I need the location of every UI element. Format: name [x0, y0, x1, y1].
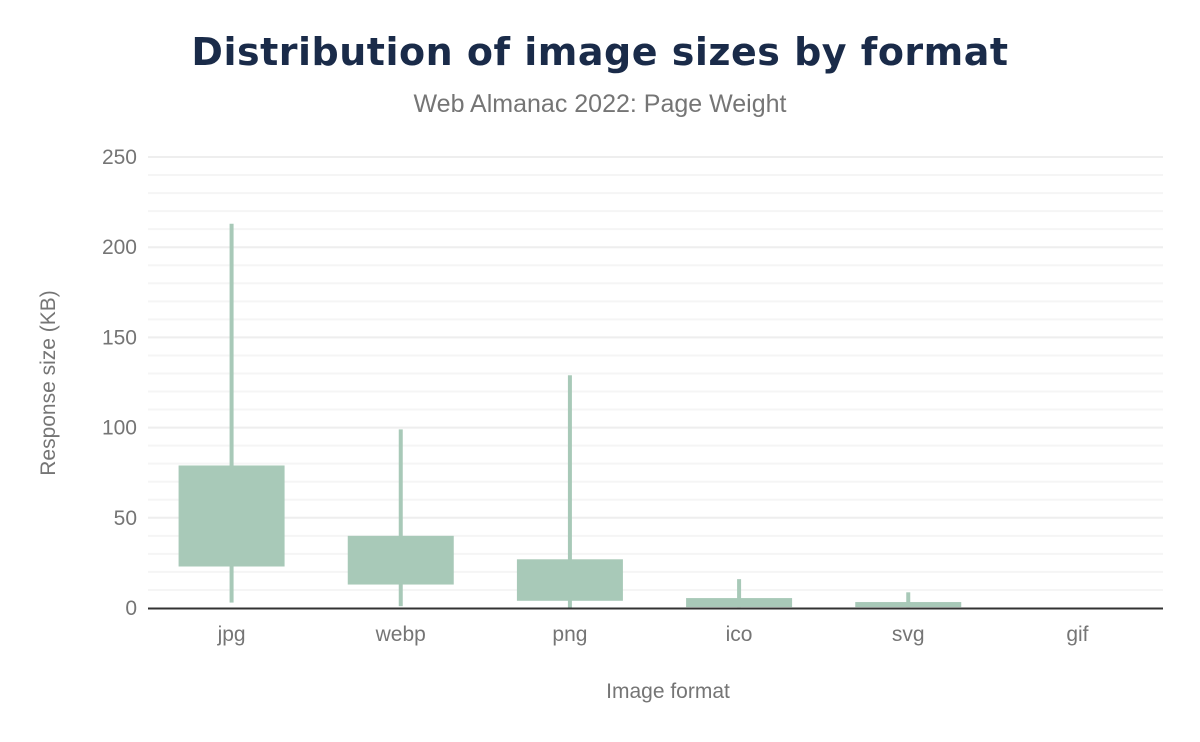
x-tick-label: gif	[1066, 623, 1088, 646]
x-tick-label: jpg	[217, 623, 246, 646]
chart-title: Distribution of image sizes by format	[191, 30, 1009, 74]
y-tick-label: 250	[102, 146, 137, 169]
y-axis-label: Response size (KB)	[37, 290, 60, 476]
whisker-webp	[398, 429, 403, 607]
whisker-svg	[906, 592, 911, 608]
y-tick-label: 100	[102, 417, 137, 440]
y-tick-label: 50	[114, 507, 137, 530]
box-png	[516, 559, 623, 601]
y-tick-label: 200	[102, 236, 137, 259]
box-ico	[686, 598, 793, 608]
chart-subtitle: Web Almanac 2022: Page Weight	[413, 90, 787, 118]
whisker-jpg	[229, 223, 234, 603]
box-webp	[347, 535, 454, 585]
whisker-png	[567, 375, 572, 608]
y-tick-label: 0	[125, 597, 137, 620]
x-axis-label: Image format	[606, 680, 730, 703]
y-tick-label: 150	[102, 326, 137, 349]
x-tick-label: ico	[726, 623, 753, 646]
x-tick-label: png	[552, 623, 587, 646]
whisker-ico	[737, 579, 742, 608]
box-jpg	[178, 465, 285, 567]
box-svg	[855, 602, 962, 608]
x-tick-label: svg	[892, 623, 925, 646]
x-tick-label: webp	[375, 623, 426, 646]
